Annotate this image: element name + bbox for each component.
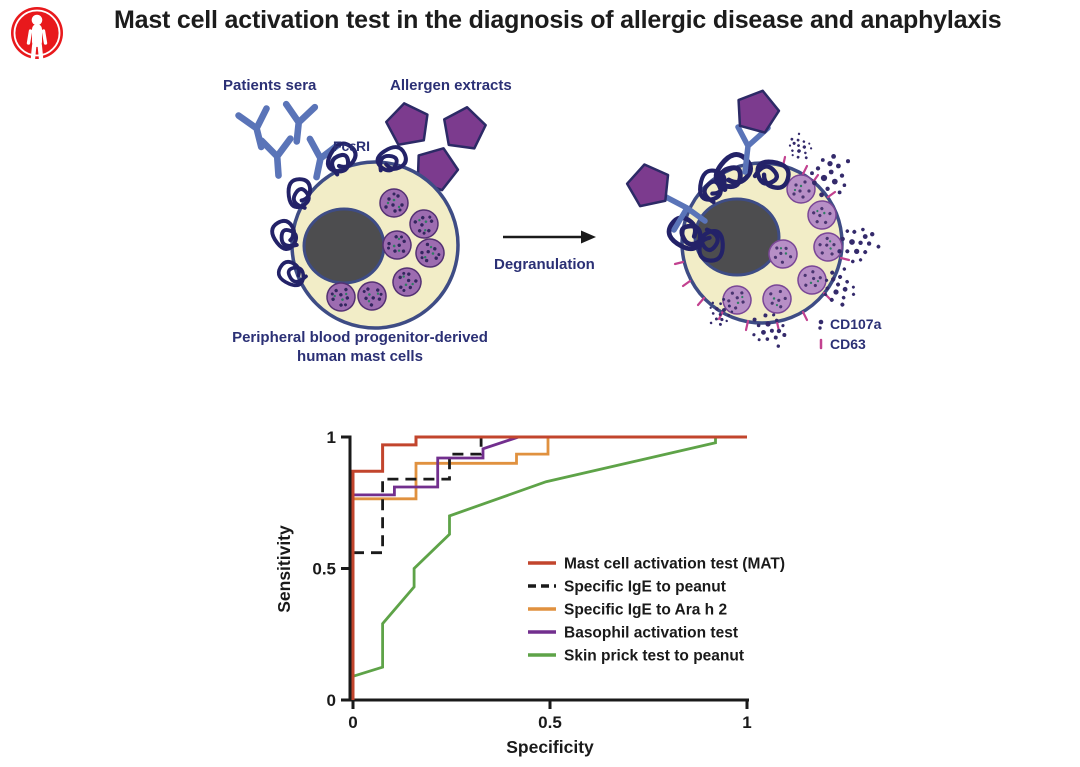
activated-mast-cell [622, 84, 885, 349]
patients-sera-label: Patients sera [223, 77, 317, 94]
legend-label-5: Skin prick test to peanut [564, 648, 744, 665]
roc-curve-3 [353, 435, 747, 501]
roc-curve-2 [353, 435, 747, 555]
arrowhead [581, 230, 596, 244]
chart-series [351, 435, 747, 700]
chart-legend: Mast cell activation test (MAT) Specific … [528, 556, 785, 665]
cd107a-icon [818, 319, 824, 330]
bound-ige-antibodies [661, 124, 771, 233]
cd107a-label: CD107a [830, 316, 882, 332]
x-tick-label: 0 [348, 713, 357, 732]
y-axis-label: Sensitivity [274, 525, 294, 613]
roc-curve-4 [353, 435, 747, 497]
cd63-label: CD63 [830, 336, 866, 352]
x-tick-label: 0.5 [538, 713, 562, 732]
chart-axes: 0 0.5 1 0 0.5 1 [312, 428, 751, 732]
x-tick-label: 1 [742, 713, 751, 732]
legend-label-1: Mast cell activation test (MAT) [564, 556, 785, 573]
caption-line-2: human mast cells [297, 348, 423, 365]
degranulation-arrow [503, 230, 596, 244]
y-tick-label: 0 [327, 691, 336, 710]
figure-title: Mast cell activation test in the diagnos… [114, 6, 1002, 34]
legend-label-3: Specific IgE to Ara h 2 [564, 602, 727, 619]
caption-line-1: Peripheral blood progenitor-derived [232, 329, 488, 346]
legend-label-2: Specific IgE to peanut [564, 579, 726, 596]
mast-cell-caption: Peripheral blood progenitor-derived huma… [225, 328, 495, 366]
legend-label-4: Basophil activation test [564, 625, 738, 642]
roc-curve-5 [352, 435, 747, 678]
allergen-extracts-label: Allergen extracts [390, 77, 512, 94]
resting-mast-cell [266, 142, 460, 330]
y-tick-label: 0.5 [312, 560, 336, 579]
x-axis-label: Specificity [506, 737, 594, 757]
journal-logo [9, 5, 65, 61]
person-logo-icon [11, 7, 63, 61]
fceri-label: FcεRI [333, 138, 370, 154]
y-tick-label: 1 [327, 428, 336, 447]
degranulation-label: Degranulation [494, 256, 595, 273]
roc-curve-1 [351, 435, 747, 700]
